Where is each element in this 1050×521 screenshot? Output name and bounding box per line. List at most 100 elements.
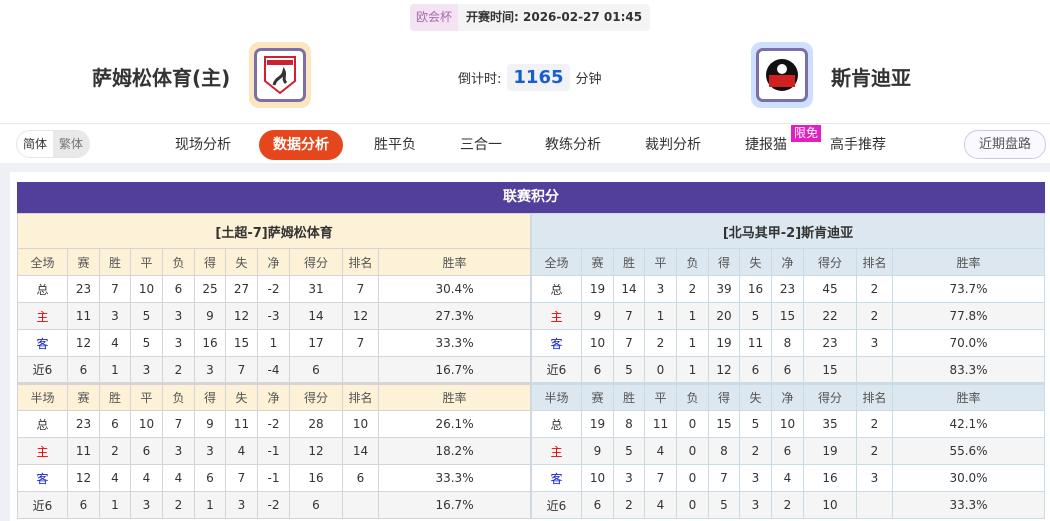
cell: 23 — [67, 275, 100, 303]
cell: 5 — [708, 491, 740, 519]
cell: 45 — [803, 275, 857, 303]
cell — [856, 491, 893, 519]
cell: 0 — [676, 464, 709, 492]
row-label: 总 — [17, 410, 68, 438]
column-header: 负 — [676, 382, 709, 411]
countdown-label: 倒计时: — [458, 72, 502, 87]
column-header: 得分 — [803, 248, 857, 276]
cell: 11 — [67, 302, 100, 330]
column-header: 赛 — [581, 248, 614, 276]
column-header: 赛 — [67, 248, 100, 276]
tab-expert-picks[interactable]: 高手推荐 — [830, 137, 886, 153]
cell: 33.3% — [377, 464, 532, 492]
cell: 26.1% — [377, 410, 532, 438]
cell: -1 — [257, 464, 290, 492]
cell — [856, 356, 893, 384]
row-label: 主 — [17, 302, 68, 330]
cell: 30.0% — [891, 464, 1046, 492]
header-row: 半场赛胜平负得失净得分 排名 胜率 — [17, 382, 532, 411]
tab-three-in-one[interactable]: 三合一 — [460, 137, 502, 153]
cell: 9 — [581, 437, 614, 465]
column-header: 胜 — [613, 382, 645, 411]
cell: 5 — [613, 437, 645, 465]
cell: -2 — [257, 275, 290, 303]
table-row: 主 9 7 1 1 20 5 15 22 2 77.8% — [531, 302, 1046, 330]
column-header: 胜 — [613, 248, 645, 276]
tab-data-analysis[interactable]: 数据分析 — [259, 130, 343, 160]
cell: 10 — [581, 464, 614, 492]
column-header: 排名 — [342, 248, 379, 276]
column-header: 胜 — [99, 382, 131, 411]
home-team-logo[interactable] — [249, 42, 311, 108]
row-label: 总 — [531, 275, 582, 303]
cell: 7 — [99, 275, 131, 303]
row-label: 主 — [17, 437, 68, 465]
cell: 4 — [644, 491, 677, 519]
cell: 1 — [676, 356, 709, 384]
kickoff-time: 开赛时间: 2026-02-27 01:45 — [458, 4, 651, 31]
column-header: 平 — [644, 248, 677, 276]
tab-jiebaomao[interactable]: 捷报猫 — [745, 137, 787, 153]
cell: 10 — [771, 410, 804, 438]
lang-simplified[interactable]: 简体 — [23, 137, 48, 151]
cell: 19 — [581, 275, 614, 303]
cell: 8 — [613, 410, 645, 438]
column-header: 得 — [708, 248, 740, 276]
row-label: 近6 — [531, 491, 582, 519]
cell: 2 — [856, 410, 893, 438]
away-team-logo[interactable] — [751, 42, 813, 108]
cell: 3 — [130, 491, 163, 519]
cell: 4 — [771, 464, 804, 492]
tab-coach-analysis[interactable]: 教练分析 — [545, 137, 601, 153]
league-badge[interactable]: 欧会杯 — [410, 4, 459, 31]
cell: 1 — [99, 491, 131, 519]
column-header: 半场 — [17, 382, 68, 411]
table-row: 主 9 5 4 0 8 2 6 19 2 55.6% — [531, 437, 1046, 465]
language-toggle[interactable]: 简体 繁体 — [16, 130, 91, 158]
cell: 6 — [289, 356, 343, 384]
table-row: 主 11 3 5 3 9 12 -3 14 12 27.3% — [17, 302, 532, 330]
column-header: 半场 — [531, 382, 582, 411]
column-header: 全场 — [531, 248, 582, 276]
cell: 3 — [162, 437, 195, 465]
cell: 9 — [194, 410, 226, 438]
cell: 15 — [708, 410, 740, 438]
column-header: 失 — [739, 248, 772, 276]
table-row: 总 19 8 11 0 15 5 10 35 2 42.1% — [531, 410, 1046, 438]
cell: -3 — [257, 302, 290, 330]
cell: 39 — [708, 275, 740, 303]
column-header: 负 — [162, 248, 195, 276]
tab-win-draw-lose[interactable]: 胜平负 — [374, 137, 416, 153]
cell: 2 — [856, 275, 893, 303]
column-header: 净 — [257, 248, 290, 276]
cell: 35 — [803, 410, 857, 438]
column-header: 失 — [225, 382, 258, 411]
cell: 33.3% — [377, 329, 532, 357]
cell: 6 — [581, 356, 614, 384]
countdown-value: 1165 — [507, 64, 570, 91]
row-label: 主 — [531, 302, 582, 330]
tab-live-analysis[interactable]: 现场分析 — [175, 137, 231, 153]
cell: 19 — [803, 437, 857, 465]
tab-referee-analysis[interactable]: 裁判分析 — [645, 137, 701, 153]
row-label: 总 — [531, 410, 582, 438]
column-header: 得分 — [289, 248, 343, 276]
cell: 14 — [289, 302, 343, 330]
row-label: 主 — [531, 437, 582, 465]
cell: 6 — [581, 491, 614, 519]
home-team-name[interactable]: 萨姆松体育(主) — [92, 66, 231, 90]
cell: 3 — [644, 275, 677, 303]
cell: 2 — [613, 491, 645, 519]
recent-handicap-button[interactable]: 近期盘路 — [964, 130, 1046, 159]
away-team-name[interactable]: 斯肯迪亚 — [831, 66, 911, 90]
column-header: 平 — [644, 382, 677, 411]
cell: 73.7% — [891, 275, 1046, 303]
cell: -4 — [257, 356, 290, 384]
shield-logo-icon — [264, 56, 296, 95]
round-logo-icon — [766, 59, 798, 91]
row-label: 客 — [531, 464, 582, 492]
cell: 2 — [99, 437, 131, 465]
cell: 42.1% — [891, 410, 1046, 438]
cell: 83.3% — [891, 356, 1046, 384]
lang-traditional[interactable]: 繁体 — [53, 131, 90, 157]
